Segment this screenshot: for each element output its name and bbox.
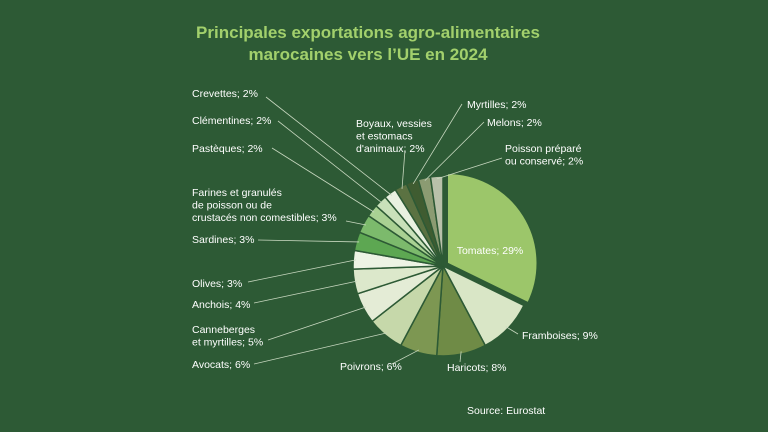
leader-line <box>505 326 519 335</box>
text-line: Anchois; 4% <box>192 299 250 311</box>
text-line: Avocats; 6% <box>192 359 250 371</box>
slice-label: Clémentines; 2% <box>192 115 271 127</box>
leader-line <box>257 239 360 243</box>
slice-label: Farines et granulés de poisson ou de crust… <box>192 187 337 224</box>
text-line: de poisson ou de <box>192 200 272 212</box>
text-line: Poisson préparé <box>505 143 582 155</box>
slice-label: Canneberges et myrtilles; 5% <box>192 324 263 349</box>
leader-line <box>265 96 392 196</box>
text-line: Sardines; 3% <box>192 234 254 246</box>
slice-label: Melons; 2% <box>487 117 542 129</box>
pie-slice <box>446 172 538 304</box>
text-line: Tomates; 29% <box>457 245 524 257</box>
leader-line <box>412 103 463 185</box>
slice-label: Avocats; 6% <box>192 359 250 371</box>
text-line: Haricots; 8% <box>447 362 507 374</box>
leader-line <box>271 147 375 213</box>
source: Source: Eurostat <box>467 405 545 417</box>
leader-line <box>459 351 462 363</box>
text-line: Crevettes; 2% <box>192 88 258 100</box>
text-line: et estomacs <box>356 131 413 143</box>
slice-label: Crevettes; 2% <box>192 88 258 100</box>
leader-line <box>267 306 367 341</box>
slice-label: Sardines; 3% <box>192 234 254 246</box>
text-line: Canneberges <box>192 324 255 336</box>
leader-line <box>345 220 366 226</box>
text-line: ou conservé; 2% <box>505 156 583 168</box>
pie-slice <box>429 175 444 267</box>
leader-line <box>391 349 420 365</box>
slice-label: Myrtilles; 2% <box>467 99 527 111</box>
slice-label: Anchois; 4% <box>192 299 250 311</box>
slice-label: Poisson préparé ou conservé; 2% <box>505 143 583 168</box>
text-line: Clémentines; 2% <box>192 115 271 127</box>
text-line: Farines et granulés <box>192 187 282 199</box>
leader-line <box>401 149 406 189</box>
text-line: marocaines vers l’UE en 2024 <box>248 45 488 64</box>
leader-line <box>247 259 356 283</box>
chart-title: Principales exportations agro-alimentair… <box>196 23 540 64</box>
slice-label: Haricots; 8% <box>447 362 507 374</box>
slice-label: Olives; 3% <box>192 278 242 290</box>
text-line: Framboises; 9% <box>522 330 598 342</box>
slice-label: Poivrons; 6% <box>340 361 402 373</box>
slice-label: Framboises; 9% <box>522 330 598 342</box>
text-line: Source: Eurostat <box>467 405 545 417</box>
slice-label: Boyaux, vessies et estomacs d'animaux; 2% <box>356 118 432 155</box>
slice-label: Pastèques; 2% <box>192 143 263 155</box>
slice-label: Tomates; 29% <box>457 245 524 257</box>
leader-line <box>424 121 485 181</box>
text-line: crustacés non comestibles; 3% <box>192 212 337 224</box>
text-line: Pastèques; 2% <box>192 143 263 155</box>
text-line: Boyaux, vessies <box>356 118 432 130</box>
leader-line <box>253 280 358 304</box>
text-line: Olives; 3% <box>192 278 242 290</box>
text-line: d'animaux; 2% <box>356 143 425 155</box>
leader-line <box>436 157 503 180</box>
leader-line <box>253 332 387 365</box>
text-line: Melons; 2% <box>487 117 542 129</box>
text-line: Principales exportations agro-alimentair… <box>196 23 540 42</box>
text-line: Myrtilles; 2% <box>467 99 527 111</box>
leader-line <box>277 120 383 204</box>
text-line: Poivrons; 6% <box>340 361 402 373</box>
text-line: et myrtilles; 5% <box>192 337 263 349</box>
